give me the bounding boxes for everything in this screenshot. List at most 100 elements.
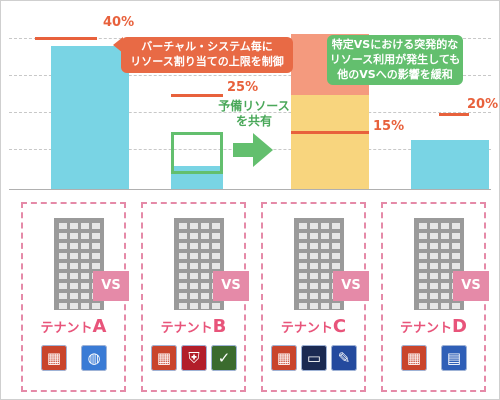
building-window [92,233,100,239]
building-window [321,303,329,309]
building-window [430,273,438,279]
building-window [332,233,340,239]
building-window [59,263,67,269]
tenant-name-letter: A [92,316,107,337]
building-window [59,223,67,229]
building-window [59,293,67,299]
building-window [419,283,427,289]
gridline [9,75,491,76]
share-label: 予備リソース を共有 [209,99,299,129]
tenant-card-c: VS テナントC ▦ ▭ ✎ [261,202,369,392]
building-window [441,243,449,249]
bar-tenant-d-usage [411,139,489,189]
vs-badge: VS [213,271,249,301]
building-window [310,263,318,269]
building-window [321,273,329,279]
building-window [70,303,78,309]
building-window [310,303,318,309]
callout-mitigate-text: 特定VSにおける突発的な リソース利用が発生しても 他のVSへの影響を緩和 [329,38,461,81]
gridline [9,112,491,113]
building-window [299,253,307,259]
shield-icon: ⛨ [181,345,207,371]
building-window [310,233,318,239]
callout-pointer [113,37,123,53]
building-window [201,243,209,249]
building-window [92,303,100,309]
building-window [70,223,78,229]
tenant-name: テナントB [143,316,244,337]
building-window [430,293,438,299]
building-window [81,283,89,289]
building-window [452,253,460,259]
building-window [201,303,209,309]
building-window [441,283,449,289]
share-arrow-icon [233,133,273,167]
building-window [299,293,307,299]
building-window [70,293,78,299]
building-window [190,233,198,239]
building-window [201,263,209,269]
building-window [452,263,460,269]
building-window [310,253,318,259]
tenant-name-prefix: テナント [280,321,333,336]
building-window [419,243,427,249]
baseline [9,189,491,190]
building-window [299,283,307,289]
building-window [179,283,187,289]
tenant-card-d: VS テナントD ▦ ▤ [381,202,489,392]
building-window [81,303,89,309]
building-window [299,303,307,309]
limit-label-c: 15% [373,119,405,134]
building-window [70,243,78,249]
building-window [321,223,329,229]
bar-tenant-a-usage [51,45,129,189]
building-window [321,243,329,249]
firewall-icon: ▦ [401,345,427,371]
building-window [81,233,89,239]
vs-badge: VS [93,271,129,301]
building-window [430,283,438,289]
building-window [419,293,427,299]
building-window [179,273,187,279]
building-window [92,253,100,259]
building-window [190,303,198,309]
building-window [81,273,89,279]
building-window [92,223,100,229]
building-window [299,243,307,249]
building-window [92,263,100,269]
building-window [70,233,78,239]
callout-limit-control: バーチャル・システム毎に リソース割り当ての上限を制御 [121,37,293,73]
building-window [310,243,318,249]
building-window [190,273,198,279]
building-window [332,263,340,269]
building-window [299,223,307,229]
building-window [70,283,78,289]
building-window [419,263,427,269]
building-window [332,303,340,309]
browser-window-icon: ▤ [441,345,467,371]
syringe-icon: ✎ [331,345,357,371]
building-window [201,283,209,289]
callout-limit-control-text: バーチャル・システム毎に リソース割り当ての上限を制御 [130,40,284,68]
building-window [81,293,89,299]
building-window [190,263,198,269]
firewall-icon: ▦ [41,345,67,371]
building-window [430,223,438,229]
building-window [419,273,427,279]
building-window [310,223,318,229]
building-window [201,253,209,259]
building-window [179,293,187,299]
building-window [190,293,198,299]
building-window [321,253,329,259]
building-window [321,293,329,299]
building-window [441,233,449,239]
building-window [212,263,220,269]
building-window [310,273,318,279]
monitor-icon: ▭ [301,345,327,371]
building-window [59,233,67,239]
limit-line-tenant-b [171,93,223,97]
limit-line-tenant-a [35,37,97,40]
tenant-card-a: VS テナントA ▦ ◍ [21,202,129,392]
building-window [212,253,220,259]
